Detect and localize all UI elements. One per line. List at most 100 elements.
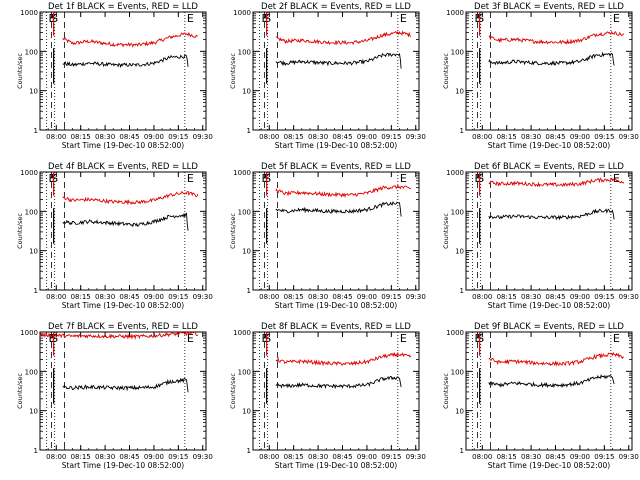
- x-axis-label: Start Time (19-Dec-10 08:52:00): [62, 301, 184, 310]
- y-tick-label: 1: [247, 287, 251, 295]
- y-tick-label: 1000: [20, 9, 38, 17]
- marker-label-s: S: [51, 172, 58, 185]
- x-tick-label: 08:45: [545, 293, 565, 301]
- panel-det-4: Det 4f BLACK = Events, RED = LLD 1 10 100 10…: [16, 162, 213, 310]
- x-tick-label: 09:15: [168, 453, 188, 461]
- y-tick-label: 1000: [446, 329, 464, 337]
- y-tick-label: 1000: [233, 9, 251, 17]
- x-tick-label: 09:30: [619, 293, 639, 301]
- y-tick-label: 1000: [446, 169, 464, 177]
- y-axis-label: Counts/sec: [442, 373, 450, 409]
- marker-label-e: E: [400, 172, 407, 185]
- plot-frame: [39, 11, 207, 131]
- x-tick-label: 09:15: [594, 133, 614, 141]
- panel-title: Det 9f BLACK = Events, RED = LLD: [474, 322, 624, 332]
- x-tick-label: 08:15: [71, 133, 91, 141]
- x-tick-label: 08:00: [46, 453, 66, 461]
- series-events-line: [275, 52, 402, 69]
- x-tick-label: 08:30: [308, 293, 328, 301]
- marker-label-e: E: [613, 12, 620, 25]
- x-tick-label: 09:00: [357, 133, 377, 141]
- y-axis-label: Counts/sec: [442, 213, 450, 249]
- y-axis-label: Counts/sec: [229, 373, 237, 409]
- x-tick-label: 09:00: [144, 133, 164, 141]
- x-tick-label: 08:15: [71, 453, 91, 461]
- x-axis-label: Start Time (19-Dec-10 08:52:00): [488, 461, 610, 470]
- y-tick-label: 10: [242, 88, 251, 96]
- series-lld-line: [39, 330, 199, 341]
- y-tick-label: 1: [34, 287, 38, 295]
- x-tick-label: 09:15: [381, 133, 401, 141]
- panel-title: Det 2f BLACK = Events, RED = LLD: [261, 2, 411, 12]
- series-events-line: [488, 374, 615, 389]
- x-axis-label: Start Time (19-Dec-10 08:52:00): [275, 141, 397, 150]
- y-tick-label: 10: [455, 408, 464, 416]
- y-tick-label: 100: [238, 48, 251, 56]
- x-tick-label: 08:00: [472, 133, 492, 141]
- marker-label-e: E: [475, 172, 482, 185]
- x-tick-label: 08:45: [545, 133, 565, 141]
- x-tick-label: 08:00: [46, 293, 66, 301]
- y-axis-label: Counts/sec: [229, 213, 237, 249]
- marker-label-e: E: [49, 12, 56, 25]
- marker-label-s: S: [477, 172, 484, 185]
- marker-label-e: E: [187, 332, 194, 345]
- panel-title: Det 6f BLACK = Events, RED = LLD: [474, 162, 624, 172]
- x-tick-label: 08:45: [332, 293, 352, 301]
- y-tick-label: 1: [34, 447, 38, 455]
- y-tick-label: 10: [29, 248, 38, 256]
- marker-label-s: S: [477, 12, 484, 25]
- x-tick-label: 09:15: [168, 133, 188, 141]
- y-tick-label: 100: [238, 368, 251, 376]
- x-tick-label: 08:00: [259, 293, 279, 301]
- y-tick-label: 1: [247, 447, 251, 455]
- x-tick-label: 09:15: [594, 293, 614, 301]
- x-tick-label: 08:00: [472, 293, 492, 301]
- x-tick-label: 08:30: [308, 133, 328, 141]
- x-tick-label: 08:45: [119, 293, 139, 301]
- panel-title: Det 8f BLACK = Events, RED = LLD: [261, 322, 411, 332]
- x-axis-label: Start Time (19-Dec-10 08:52:00): [62, 461, 184, 470]
- y-tick-label: 1: [460, 287, 464, 295]
- plot-frame: [252, 331, 420, 451]
- series-events-line: [488, 208, 615, 221]
- series-lld-line: [275, 351, 412, 367]
- x-tick-label: 09:30: [193, 293, 213, 301]
- x-tick-label: 08:00: [259, 133, 279, 141]
- series-events-line: [275, 375, 402, 390]
- series-lld-line: [62, 31, 198, 48]
- marker-label-e: E: [49, 172, 56, 185]
- marker-label-s: S: [264, 12, 271, 25]
- x-tick-label: 08:45: [119, 133, 139, 141]
- y-tick-label: 100: [25, 48, 38, 56]
- x-tick-label: 09:30: [406, 293, 426, 301]
- y-axis-label: Counts/sec: [229, 53, 237, 89]
- x-tick-label: 08:15: [71, 293, 91, 301]
- x-tick-label: 08:15: [497, 453, 517, 461]
- x-tick-label: 09:30: [193, 453, 213, 461]
- marker-label-e: E: [262, 332, 269, 345]
- marker-label-s: S: [477, 332, 484, 345]
- series-lld-line: [275, 184, 412, 198]
- series-events-line: [488, 51, 615, 66]
- y-tick-label: 10: [29, 408, 38, 416]
- series-events-line: [275, 200, 402, 217]
- x-tick-label: 09:15: [381, 293, 401, 301]
- plot-frame: [465, 171, 633, 291]
- x-tick-label: 08:00: [46, 133, 66, 141]
- y-tick-label: 1000: [446, 9, 464, 17]
- y-tick-label: 1000: [20, 329, 38, 337]
- x-tick-label: 09:00: [570, 453, 590, 461]
- y-axis-label: Counts/sec: [442, 53, 450, 89]
- x-tick-label: 09:30: [619, 133, 639, 141]
- y-tick-label: 100: [451, 208, 464, 216]
- y-tick-label: 1: [34, 127, 38, 135]
- x-tick-label: 09:30: [193, 133, 213, 141]
- series-lld-line: [488, 30, 625, 45]
- x-tick-label: 09:15: [168, 293, 188, 301]
- panel-title: Det 5f BLACK = Events, RED = LLD: [261, 162, 411, 172]
- x-tick-label: 08:30: [95, 133, 115, 141]
- y-tick-label: 100: [238, 208, 251, 216]
- x-axis-label: Start Time (19-Dec-10 08:52:00): [488, 301, 610, 310]
